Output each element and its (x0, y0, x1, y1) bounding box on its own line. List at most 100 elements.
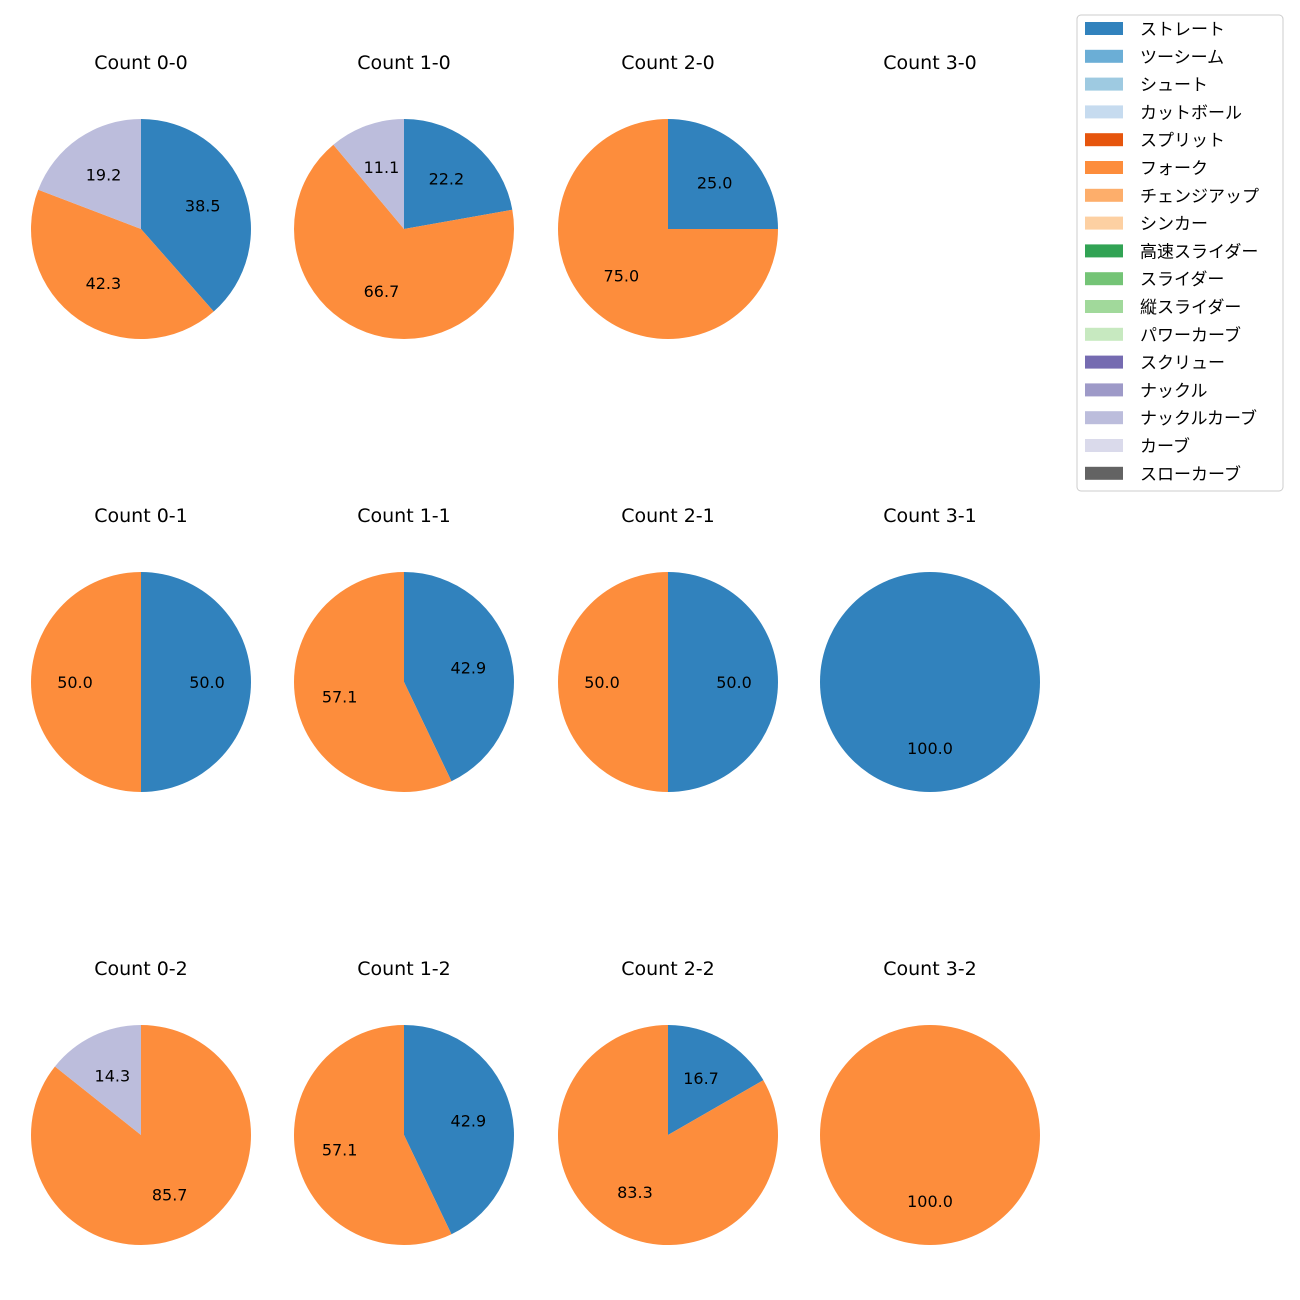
slice-label: 75.0 (604, 267, 640, 286)
pie-slice (54, 1025, 141, 1135)
pie-panel: Count 2-2 16.7 83.3 (558, 958, 779, 1246)
slice-label: 11.1 (364, 158, 400, 177)
slice-label: 19.2 (86, 166, 122, 185)
legend-item: スプリット (1085, 131, 1225, 151)
panel-title: Count 1-1 (357, 505, 451, 527)
pie-slice (31, 1025, 252, 1245)
panel-title: Count 0-0 (94, 52, 188, 74)
legend-swatch (1085, 272, 1123, 286)
pie-panel: Count 3-2 100.0 (820, 958, 1040, 1245)
pie-slice (558, 1025, 779, 1246)
slice-label: 38.5 (185, 197, 221, 216)
pie-slice (38, 119, 141, 229)
legend-item: シュート (1085, 76, 1208, 96)
legend-swatch (1085, 49, 1123, 63)
legend-label: ツーシーム (1140, 48, 1224, 68)
pie-slice (141, 572, 251, 792)
panel-title: Count 1-2 (357, 958, 451, 980)
pie-slice (558, 119, 778, 339)
panel-title: Count 0-1 (94, 505, 188, 527)
panel-title: Count 0-2 (94, 958, 188, 980)
pie-panel: Count 1-1 42.9 57.1 (293, 505, 514, 792)
legend-label: カーブ (1140, 436, 1190, 457)
slice-label: 50.0 (189, 673, 225, 692)
legend-swatch (1085, 411, 1123, 425)
pie-slice (668, 572, 778, 792)
legend-frame (1076, 14, 1284, 492)
slice-label: 66.7 (364, 282, 400, 301)
legend-swatch (1085, 466, 1123, 480)
slice-label: 42.3 (86, 274, 122, 293)
panel-title: Count 3-1 (883, 505, 977, 527)
legend-label: スライダー (1140, 270, 1224, 290)
legend-label: シュート (1140, 76, 1208, 96)
legend-swatch (1085, 77, 1123, 91)
pie-slice (293, 1025, 452, 1246)
slice-label: 83.3 (617, 1183, 653, 1202)
slice-label: 57.1 (322, 688, 358, 707)
pie-panel: Count 0-1 50.0 50.0 (31, 505, 251, 792)
pie-slice (404, 572, 514, 782)
legend-label: スローカーブ (1140, 464, 1241, 485)
legend-swatch (1085, 439, 1123, 452)
slice-label: 22.2 (429, 169, 465, 188)
legend-label: 高速スライダー (1140, 242, 1258, 262)
panel-title: Count 2-2 (621, 958, 715, 980)
pie-slice (668, 1025, 764, 1135)
legend-swatch (1085, 300, 1123, 313)
legend-label: パワーカーブ (1140, 325, 1241, 346)
legend-item: カーブ (1085, 436, 1190, 457)
pie-panel: Count 3-0 (883, 52, 977, 74)
legend-swatch (1085, 244, 1123, 258)
pie-slice (820, 572, 1040, 792)
legend-label: スクリュー (1140, 354, 1225, 374)
pie-panel: Count 0-0 38.5 42.3 19.2 (30, 52, 251, 339)
legend-label: フォーク (1140, 159, 1208, 179)
legend: ストレートツーシームシュートカットボールスプリットフォークチェンジアップシンカー… (1076, 14, 1284, 492)
legend-label: 縦スライダー (1140, 298, 1241, 318)
pie-slice (293, 144, 514, 340)
pie-panel: Count 2-1 50.0 50.0 (558, 505, 778, 792)
legend-item: チェンジアップ (1085, 187, 1259, 207)
pie-slice (404, 119, 513, 229)
slice-label: 85.7 (152, 1185, 188, 1204)
legend-label: シンカー (1140, 215, 1208, 235)
legend-item: フォーク (1085, 159, 1208, 179)
slice-label: 42.9 (451, 658, 487, 677)
slice-label: 14.3 (95, 1067, 131, 1086)
legend-item: スローカーブ (1085, 464, 1241, 485)
legend-swatch (1085, 383, 1123, 397)
legend-swatch (1085, 161, 1123, 174)
legend-swatch (1085, 188, 1123, 202)
legend-item: カットボール (1085, 103, 1242, 123)
pie-panel: Count 1-2 42.9 57.1 (293, 958, 514, 1246)
legend-label: スプリット (1140, 131, 1225, 151)
legend-swatch (1085, 22, 1123, 35)
pie-slice (141, 119, 251, 312)
legend-item: ナックル (1085, 381, 1208, 401)
legend-item: スライダー (1085, 270, 1224, 290)
slice-label: 50.0 (716, 673, 752, 692)
pie-slice (668, 119, 778, 229)
pie-slice (820, 1025, 1040, 1245)
panel-title: Count 3-2 (883, 958, 977, 980)
pie-slice (333, 119, 404, 229)
legend-label: カットボール (1140, 103, 1242, 123)
pie-slice (31, 572, 141, 792)
legend-item: ナックルカーブ (1085, 408, 1257, 429)
pie-slice (404, 1025, 514, 1235)
pie-panel: Count 1-0 22.2 66.7 11.1 (293, 52, 514, 340)
legend-item: 縦スライダー (1085, 298, 1241, 318)
legend-label: ストレート (1140, 20, 1225, 40)
pie-slice (293, 572, 452, 792)
legend-item: スクリュー (1085, 354, 1225, 374)
pie-slice (30, 189, 214, 339)
legend-item: 高速スライダー (1085, 242, 1258, 262)
pie-panel: Count 3-1 100.0 (820, 505, 1040, 792)
legend-label: ナックルカーブ (1140, 408, 1257, 429)
legend-swatch (1085, 216, 1123, 230)
panel-title: Count 3-0 (883, 52, 977, 74)
slice-label: 57.1 (322, 1141, 358, 1160)
slice-label: 16.7 (683, 1069, 719, 1088)
